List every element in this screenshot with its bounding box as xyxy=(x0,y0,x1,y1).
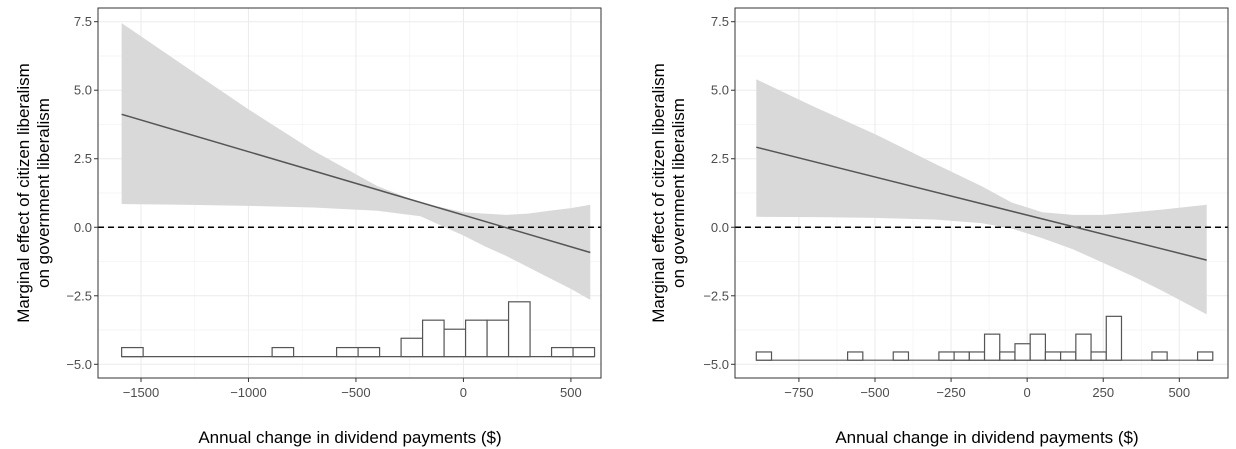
histogram-bar xyxy=(486,319,510,358)
x-tick-label: −500 xyxy=(341,385,370,400)
histogram-bar xyxy=(983,333,1001,361)
confidence-band xyxy=(756,79,1207,315)
y-axis-title-line: Marginal effect of citizen liberalism xyxy=(649,63,668,323)
y-tick-label: 5.0 xyxy=(711,83,729,98)
histogram-bar xyxy=(892,351,910,361)
x-tick-label: 0 xyxy=(1024,385,1031,400)
histogram-bar xyxy=(1196,351,1214,361)
histogram-bar xyxy=(1044,351,1062,361)
y-tick-label: −5.0 xyxy=(66,357,92,372)
y-tick-label: −2.5 xyxy=(66,288,92,303)
panel-border xyxy=(97,7,602,379)
histogram-bar xyxy=(550,346,574,358)
histogram-bar xyxy=(1075,333,1092,361)
panel-2: 7.5 5.0 2.5 0.0 −2.5 −5.0 −750 −500 −250 0 250 500 A… xyxy=(649,7,1229,447)
y-axis-title: Marginal effect of citizen liberalismon … xyxy=(14,63,53,323)
y-tick-label: 2.5 xyxy=(74,151,92,166)
histogram-bar xyxy=(464,319,488,358)
marginal-effect-line xyxy=(756,146,1207,261)
y-tick-label: −2.5 xyxy=(703,288,729,303)
histogram-bar xyxy=(421,319,445,358)
histogram-bar xyxy=(953,351,970,361)
histogram-bar xyxy=(1105,315,1123,361)
x-tick-label: −1500 xyxy=(123,385,160,400)
x-tick-label: −250 xyxy=(936,385,965,400)
histogram-bar xyxy=(968,351,986,361)
y-tick-label: 2.5 xyxy=(711,151,729,166)
x-axis-title: Annual change in dividend payments ($) xyxy=(198,428,501,447)
x-tick-label: −500 xyxy=(860,385,889,400)
x-tick-label: −1000 xyxy=(230,385,267,400)
histogram-bar xyxy=(121,346,144,358)
histogram-bar xyxy=(999,351,1016,361)
x-tick-label: 500 xyxy=(1168,385,1190,400)
histogram-bar xyxy=(1090,351,1107,361)
histogram-bar xyxy=(1060,351,1077,361)
histogram-bar xyxy=(755,351,773,361)
y-tick-label: 7.5 xyxy=(711,14,729,29)
confidence-band xyxy=(121,23,591,300)
plot-area xyxy=(98,23,601,358)
histogram-bar xyxy=(1029,333,1047,361)
y-axis-title: Marginal effect of citizen liberalismon … xyxy=(649,63,688,323)
histogram-bar xyxy=(846,351,864,361)
histogram-bar xyxy=(1014,343,1031,361)
panel-1: 7.5 5.0 2.5 0.0 −2.5 −5.0 −1500 −1000 −500 0 500 An… xyxy=(14,7,602,447)
histogram-bar xyxy=(507,301,531,358)
y-tick-label: 0.0 xyxy=(74,220,92,235)
y-tick-label: 0.0 xyxy=(711,220,729,235)
x-tick-label: 500 xyxy=(560,385,582,400)
histogram-bar xyxy=(938,351,955,361)
panel-border xyxy=(734,7,1229,379)
y-tick-label: 7.5 xyxy=(74,14,92,29)
y-axis-title-line: Marginal effect of citizen liberalism xyxy=(14,63,33,323)
histogram-bar xyxy=(357,346,381,358)
x-tick-label: −750 xyxy=(784,385,813,400)
x-tick-label: 250 xyxy=(1092,385,1114,400)
histogram-bar xyxy=(572,346,596,358)
histogram-bar xyxy=(443,328,467,358)
y-axis-title-line: on government liberalism xyxy=(669,98,688,288)
marginal-effect-line xyxy=(121,113,591,254)
y-tick-label: −5.0 xyxy=(703,357,729,372)
y-tick-label: 5.0 xyxy=(74,83,92,98)
histogram-bar xyxy=(336,346,359,358)
x-axis-title: Annual change in dividend payments ($) xyxy=(835,428,1138,447)
plot-area xyxy=(735,79,1228,361)
histogram-bar xyxy=(400,337,424,358)
histogram-bar xyxy=(1151,351,1168,361)
histogram-bar xyxy=(271,346,295,358)
y-axis-title-line: on government liberalism xyxy=(34,98,53,288)
x-tick-label: 0 xyxy=(460,385,467,400)
